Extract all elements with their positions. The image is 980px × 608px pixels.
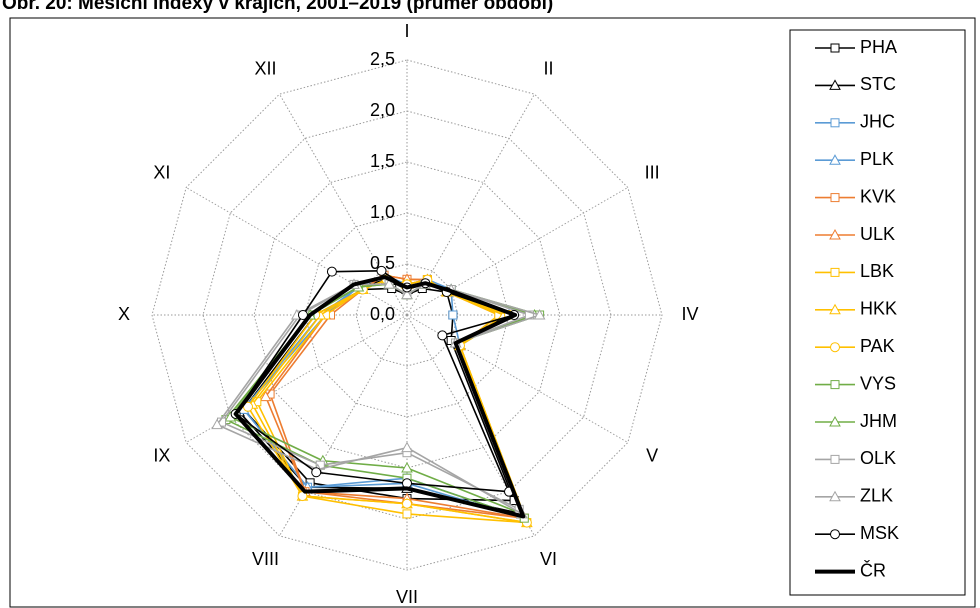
r-tick-label: 1,5 [370, 151, 395, 171]
category-label: V [646, 445, 658, 465]
category-label: VII [396, 587, 418, 607]
marker [830, 43, 840, 53]
category-label: I [404, 21, 409, 41]
legend-label: VYS [860, 373, 896, 393]
category-label: IV [681, 304, 698, 324]
marker [829, 490, 841, 502]
category-label: XI [153, 162, 170, 182]
marker [326, 266, 337, 277]
category-label: VIII [252, 549, 279, 569]
legend-label: MSK [860, 523, 899, 543]
marker [829, 228, 841, 240]
marker [311, 467, 322, 478]
marker [830, 342, 840, 353]
series-line [233, 275, 526, 519]
spoke [185, 314, 408, 443]
marker [259, 390, 272, 402]
grid-ring [253, 161, 561, 469]
legend-label: JHM [860, 411, 897, 431]
marker [376, 265, 387, 276]
marker [448, 310, 458, 320]
r-tick-label: 2,5 [370, 49, 395, 69]
marker [383, 278, 395, 289]
legend-label: LBK [860, 261, 894, 281]
legend-label: KVK [860, 186, 896, 206]
marker [830, 267, 840, 277]
marker [401, 441, 413, 453]
marker [829, 79, 841, 90]
r-tick-label: 0,5 [370, 253, 395, 273]
legend-frame [789, 29, 966, 596]
marker [829, 415, 841, 427]
marker [533, 308, 546, 320]
r-tick-label: 1,0 [370, 202, 395, 222]
marker [401, 288, 413, 300]
marker [437, 330, 448, 341]
category-label: II [543, 59, 553, 79]
category-label: VI [540, 549, 557, 569]
marker [401, 461, 413, 473]
r-tick-label: 2,0 [370, 100, 395, 120]
marker [830, 529, 840, 540]
category-label: IX [153, 445, 170, 465]
legend-label: ULK [860, 224, 895, 244]
marker [211, 418, 223, 430]
legend-label: PAK [860, 336, 895, 356]
marker [402, 498, 412, 509]
category-label: X [118, 304, 130, 324]
legend-label: PHA [860, 37, 897, 57]
legend-label: STC [860, 74, 896, 94]
legend-label: ČR [860, 559, 886, 580]
category-label: III [645, 162, 660, 182]
marker [829, 303, 841, 315]
legend-label: JHC [860, 112, 895, 132]
marker [297, 310, 308, 320]
marker [830, 118, 840, 128]
marker [402, 509, 412, 519]
legend-label: PLK [860, 149, 894, 169]
chart-title: Obr. 20: Měsíční indexy v krajích, 2001–… [2, 0, 553, 14]
legend-label: ZLK [860, 486, 893, 506]
r-tick-label: 0,0 [370, 304, 395, 324]
spoke [406, 314, 535, 537]
spoke [185, 187, 408, 316]
marker [830, 454, 840, 464]
legend-label: OLK [860, 448, 896, 468]
grid-ring [151, 59, 663, 571]
spoke [279, 314, 408, 537]
category-label: XII [254, 59, 276, 79]
marker [829, 154, 841, 165]
marker [830, 380, 840, 390]
marker [830, 193, 840, 203]
legend-label: HKK [860, 299, 897, 319]
